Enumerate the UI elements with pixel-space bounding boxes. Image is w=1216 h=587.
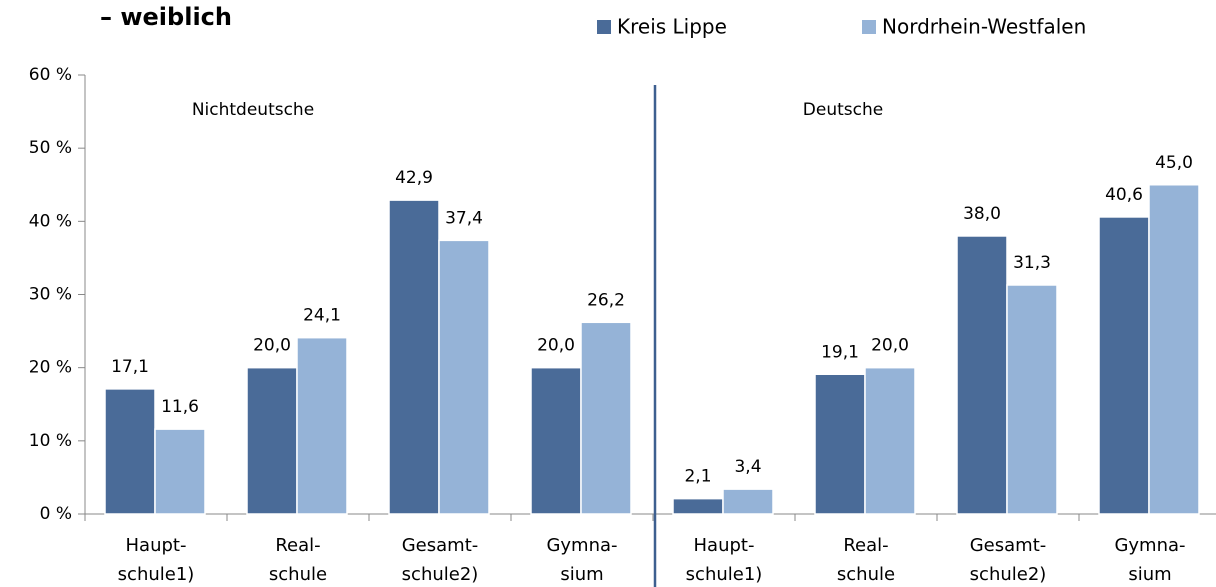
- value-label: 20,0: [253, 336, 291, 356]
- legend-swatch: [597, 20, 611, 34]
- value-label: 2,1: [684, 467, 711, 487]
- bar: [956, 235, 1008, 515]
- legend-swatch: [862, 20, 876, 34]
- chart-title: – weiblich: [100, 3, 232, 31]
- bar: [296, 336, 348, 515]
- bar: [104, 388, 156, 515]
- y-tick-label: 60 %: [29, 65, 72, 85]
- y-tick-label: 0 %: [40, 504, 72, 524]
- bar: [814, 373, 866, 515]
- value-label: 3,4: [734, 457, 761, 477]
- x-tick-label: Real- schule: [836, 535, 896, 585]
- bar: [864, 366, 916, 515]
- legend-label: Nordrhein-Westfalen: [882, 15, 1086, 39]
- value-label: 20,0: [871, 336, 909, 356]
- bar: [246, 366, 298, 515]
- x-tick-label: Gesamt- schule2): [969, 535, 1047, 585]
- y-tick-label: 10 %: [29, 431, 72, 451]
- y-tick-label: 20 %: [29, 358, 72, 378]
- value-label: 42,9: [395, 168, 433, 188]
- y-tick-label: 50 %: [29, 138, 72, 158]
- legend-label: Kreis Lippe: [617, 15, 727, 39]
- x-tick-label: Gymna- sium: [1114, 535, 1186, 585]
- value-label: 38,0: [963, 204, 1001, 224]
- value-label: 19,1: [821, 342, 859, 362]
- bar: [1098, 216, 1150, 515]
- value-label: 40,6: [1105, 185, 1143, 205]
- value-label: 26,2: [587, 290, 625, 310]
- x-tick-label: Gesamt- schule2): [401, 535, 479, 585]
- value-label: 37,4: [445, 208, 483, 228]
- x-tick-label: Real- schule: [268, 535, 328, 585]
- value-label: 31,3: [1013, 253, 1051, 273]
- value-label: 17,1: [111, 357, 149, 377]
- x-tick-label: Haupt- schule1): [685, 535, 763, 585]
- value-label: 20,0: [537, 336, 575, 356]
- bar: [154, 428, 206, 515]
- bar: [722, 488, 774, 515]
- value-label: 45,0: [1155, 153, 1193, 173]
- x-tick-label: Haupt- schule1): [117, 535, 195, 585]
- bar: [438, 239, 490, 515]
- bar: [1148, 184, 1200, 515]
- y-tick-label: 30 %: [29, 285, 72, 305]
- x-tick-label: Gymna- sium: [546, 535, 618, 585]
- annotation: Deutsche: [803, 100, 883, 120]
- value-label: 11,6: [161, 397, 199, 417]
- y-tick-label: 40 %: [29, 211, 72, 231]
- bar: [580, 321, 632, 515]
- value-label: 24,1: [303, 306, 341, 326]
- bar: [672, 497, 724, 515]
- bar: [530, 366, 582, 515]
- annotation: Nichtdeutsche: [192, 100, 314, 120]
- bar: [1006, 284, 1058, 515]
- bar: [388, 199, 440, 515]
